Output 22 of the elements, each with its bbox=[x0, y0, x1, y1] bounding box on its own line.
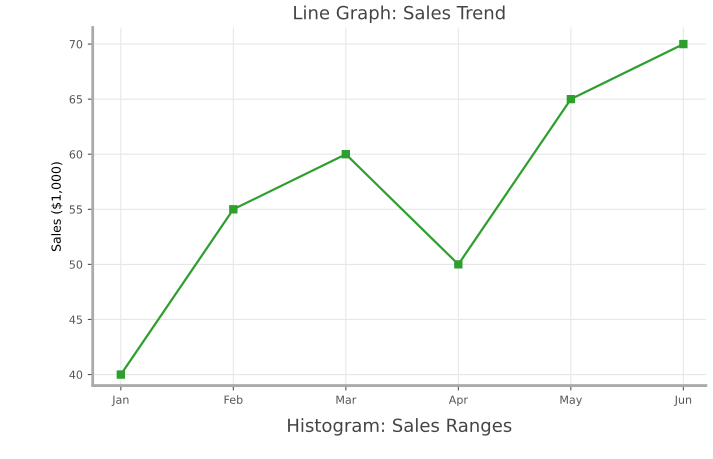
point bbox=[342, 150, 350, 158]
x-tick-label: Jan bbox=[112, 396, 128, 406]
x-tick-label: Apr bbox=[448, 396, 468, 406]
y-axis-title: Sales ($1,000) bbox=[51, 162, 63, 252]
point bbox=[454, 260, 463, 269]
y-tick-label: 55 bbox=[70, 205, 82, 214]
point bbox=[116, 370, 125, 379]
y-tick-label: 60 bbox=[70, 150, 82, 159]
x-tick-label: May bbox=[560, 396, 582, 406]
y-tick-label: 50 bbox=[70, 260, 82, 269]
point bbox=[679, 40, 688, 48]
y-tick-label: 40 bbox=[69, 370, 82, 379]
y-tick-label: 70 bbox=[70, 40, 82, 48]
chart-title: Line Graph: Sales Trend bbox=[294, 5, 505, 23]
x-tick-label: Jun bbox=[674, 396, 692, 406]
x-tick-label: Mar bbox=[336, 396, 356, 404]
y-tick-label: 45 bbox=[69, 316, 82, 324]
y-tick-label: 65 bbox=[70, 95, 82, 104]
point bbox=[566, 94, 576, 104]
text: Histogram: Sales Ranges bbox=[288, 418, 512, 436]
point bbox=[229, 205, 238, 214]
x-tick-label: Feb bbox=[224, 395, 243, 404]
